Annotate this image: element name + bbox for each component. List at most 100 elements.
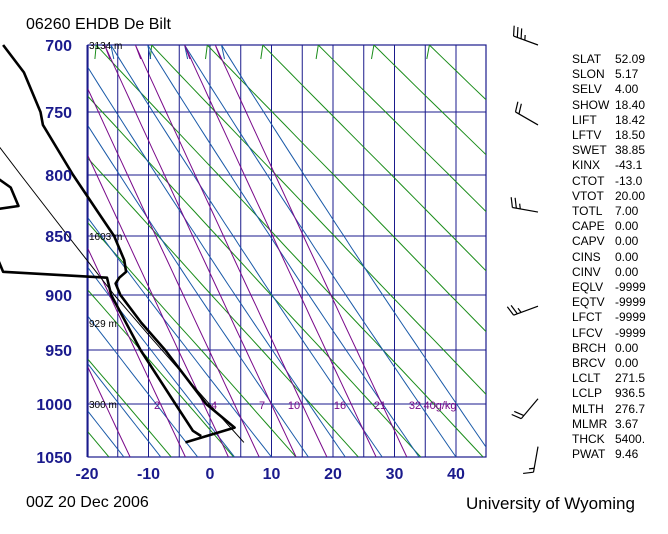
- mixing-ratio-line: [184, 45, 377, 457]
- mixing-ratio-label: 40g/kg: [423, 400, 456, 412]
- wind-barb-staff: [532, 446, 539, 473]
- wind-barb-flag: [523, 471, 534, 475]
- index-row: LCLT 271.5: [572, 371, 646, 386]
- temperature-tick-label: 0: [206, 466, 215, 483]
- index-row: THCK 5400.: [572, 432, 646, 447]
- temperature-tick-label: 30: [386, 466, 404, 483]
- index-row: BRCV 0.00: [572, 356, 646, 371]
- mixing-ratio-label: 10: [288, 400, 300, 412]
- index-name: LCLP: [572, 386, 603, 401]
- mixing-ratio-label: 32: [409, 400, 421, 412]
- wind-barb-staff: [512, 206, 539, 213]
- index-value: 20.00: [615, 188, 646, 203]
- plot-frame: [87, 44, 487, 458]
- wind-barb-flag: [514, 197, 517, 209]
- wind-barb-staff: [515, 111, 539, 126]
- chart-title: 06260 EHDB De Bilt: [26, 16, 171, 33]
- index-row: SWET 38.85: [572, 143, 646, 158]
- index-row: EQLV -9999: [572, 280, 646, 295]
- wind-barbs-layer: [506, 25, 539, 475]
- moist-adiabat-line: [147, 45, 420, 457]
- index-value: 276.7: [615, 401, 646, 416]
- wind-barb-half-flag: [519, 203, 521, 209]
- height-label: 3134 m: [89, 41, 122, 52]
- wind-barb-flag: [514, 410, 525, 417]
- index-name: LIFT: [572, 112, 597, 127]
- index-row: MLMR 3.67: [572, 417, 646, 432]
- dry-adiabat-line: [88, 289, 234, 457]
- index-name: SLAT: [572, 52, 602, 66]
- mixing-ratio-line: [88, 88, 260, 457]
- pressure-label: 750: [45, 105, 72, 122]
- wind-barb-flag: [506, 306, 515, 316]
- moist-adiabat-line: [88, 266, 235, 457]
- index-row: VTOT 20.00: [572, 189, 646, 204]
- index-row: PWAT 9.46: [572, 447, 646, 462]
- wind-barb-flag: [518, 103, 522, 115]
- index-name: LCLT: [572, 371, 601, 386]
- index-name: SLON: [572, 67, 605, 82]
- index-row: CINS 0.00: [572, 250, 646, 265]
- mixing-ratio-label: 21: [374, 400, 386, 412]
- profiles-layer: [0, 44, 245, 444]
- index-value: -43.1: [615, 158, 643, 173]
- index-name: LFCV: [572, 325, 603, 340]
- observation-time: 00Z 20 Dec 2006: [26, 494, 149, 511]
- index-name: CAPE: [572, 219, 605, 234]
- index-name: CTOT: [572, 173, 605, 188]
- wind-barb-flag: [514, 101, 519, 113]
- dry-adiabat-line: [88, 95, 422, 457]
- mixing-ratio-line: [88, 247, 186, 457]
- index-value: 5400.: [615, 432, 646, 447]
- index-row: LFCV -9999: [572, 326, 646, 341]
- adiabats-layer: [88, 45, 486, 457]
- index-row: SLAT 52.09: [572, 52, 646, 67]
- temperature-tick-label: -10: [137, 466, 160, 483]
- index-row: TOTL 7.00: [572, 204, 646, 219]
- index-value: -13.0: [615, 173, 643, 188]
- wind-barb: [512, 25, 539, 46]
- index-name: SHOW: [572, 97, 610, 112]
- dry-adiabat-line: [315, 45, 486, 213]
- index-value: 9.46: [615, 447, 639, 462]
- moist-adiabat-line: [88, 66, 346, 457]
- index-name: CAPV: [572, 234, 605, 249]
- index-value: 271.5: [615, 371, 646, 386]
- wind-barb: [510, 197, 539, 213]
- index-value: 4.00: [615, 82, 639, 97]
- index-value: 0.00: [615, 219, 639, 234]
- index-row: CAPV 0.00: [572, 234, 646, 249]
- pressure-label: 850: [45, 229, 72, 246]
- moist-adiabat-line: [88, 363, 162, 457]
- mixing-ratio-label: 4: [211, 400, 217, 412]
- pressure-label: 900: [45, 288, 72, 305]
- pressure-label: 1050: [36, 450, 72, 467]
- index-name: THCK: [572, 432, 605, 447]
- mixing-ratio-line: [104, 45, 297, 457]
- index-name: BRCV: [572, 356, 606, 371]
- index-row: CAPE 0.00: [572, 219, 646, 234]
- wind-barb: [511, 398, 539, 420]
- moist-adiabat-line: [221, 45, 486, 448]
- stability-indices-table: SLAT 52.09 SLON 5.17 SELV 4.00 SHOW 18.40 LIFT 18…: [572, 52, 646, 462]
- dry-adiabat-line: [88, 358, 172, 457]
- wind-barb: [514, 101, 539, 126]
- index-name: TOTL: [572, 204, 603, 219]
- wind-barb-flag: [510, 305, 518, 315]
- temperature-tick-label: 10: [263, 466, 281, 483]
- labels-layer: 700 750 800 850 900 950 1000 1050-20 -10 0 10 20 30 4…: [36, 38, 465, 483]
- index-value: 38.85: [615, 143, 646, 158]
- wind-barb-staff: [513, 305, 539, 316]
- index-value: 0.00: [615, 356, 639, 371]
- index-value: 936.5: [615, 386, 646, 401]
- index-name: EQLV: [572, 280, 604, 295]
- mixing-ratio-label: 2: [154, 400, 160, 412]
- moist-adiabat-line: [88, 124, 309, 457]
- wind-barb-flag: [511, 413, 522, 420]
- index-row: LIFT 18.42: [572, 113, 646, 128]
- mixing-ratio-label: 16: [334, 400, 346, 412]
- pressure-label: 800: [45, 168, 72, 185]
- index-row: SLON 5.17: [572, 67, 646, 82]
- index-value: 52.09: [615, 52, 646, 66]
